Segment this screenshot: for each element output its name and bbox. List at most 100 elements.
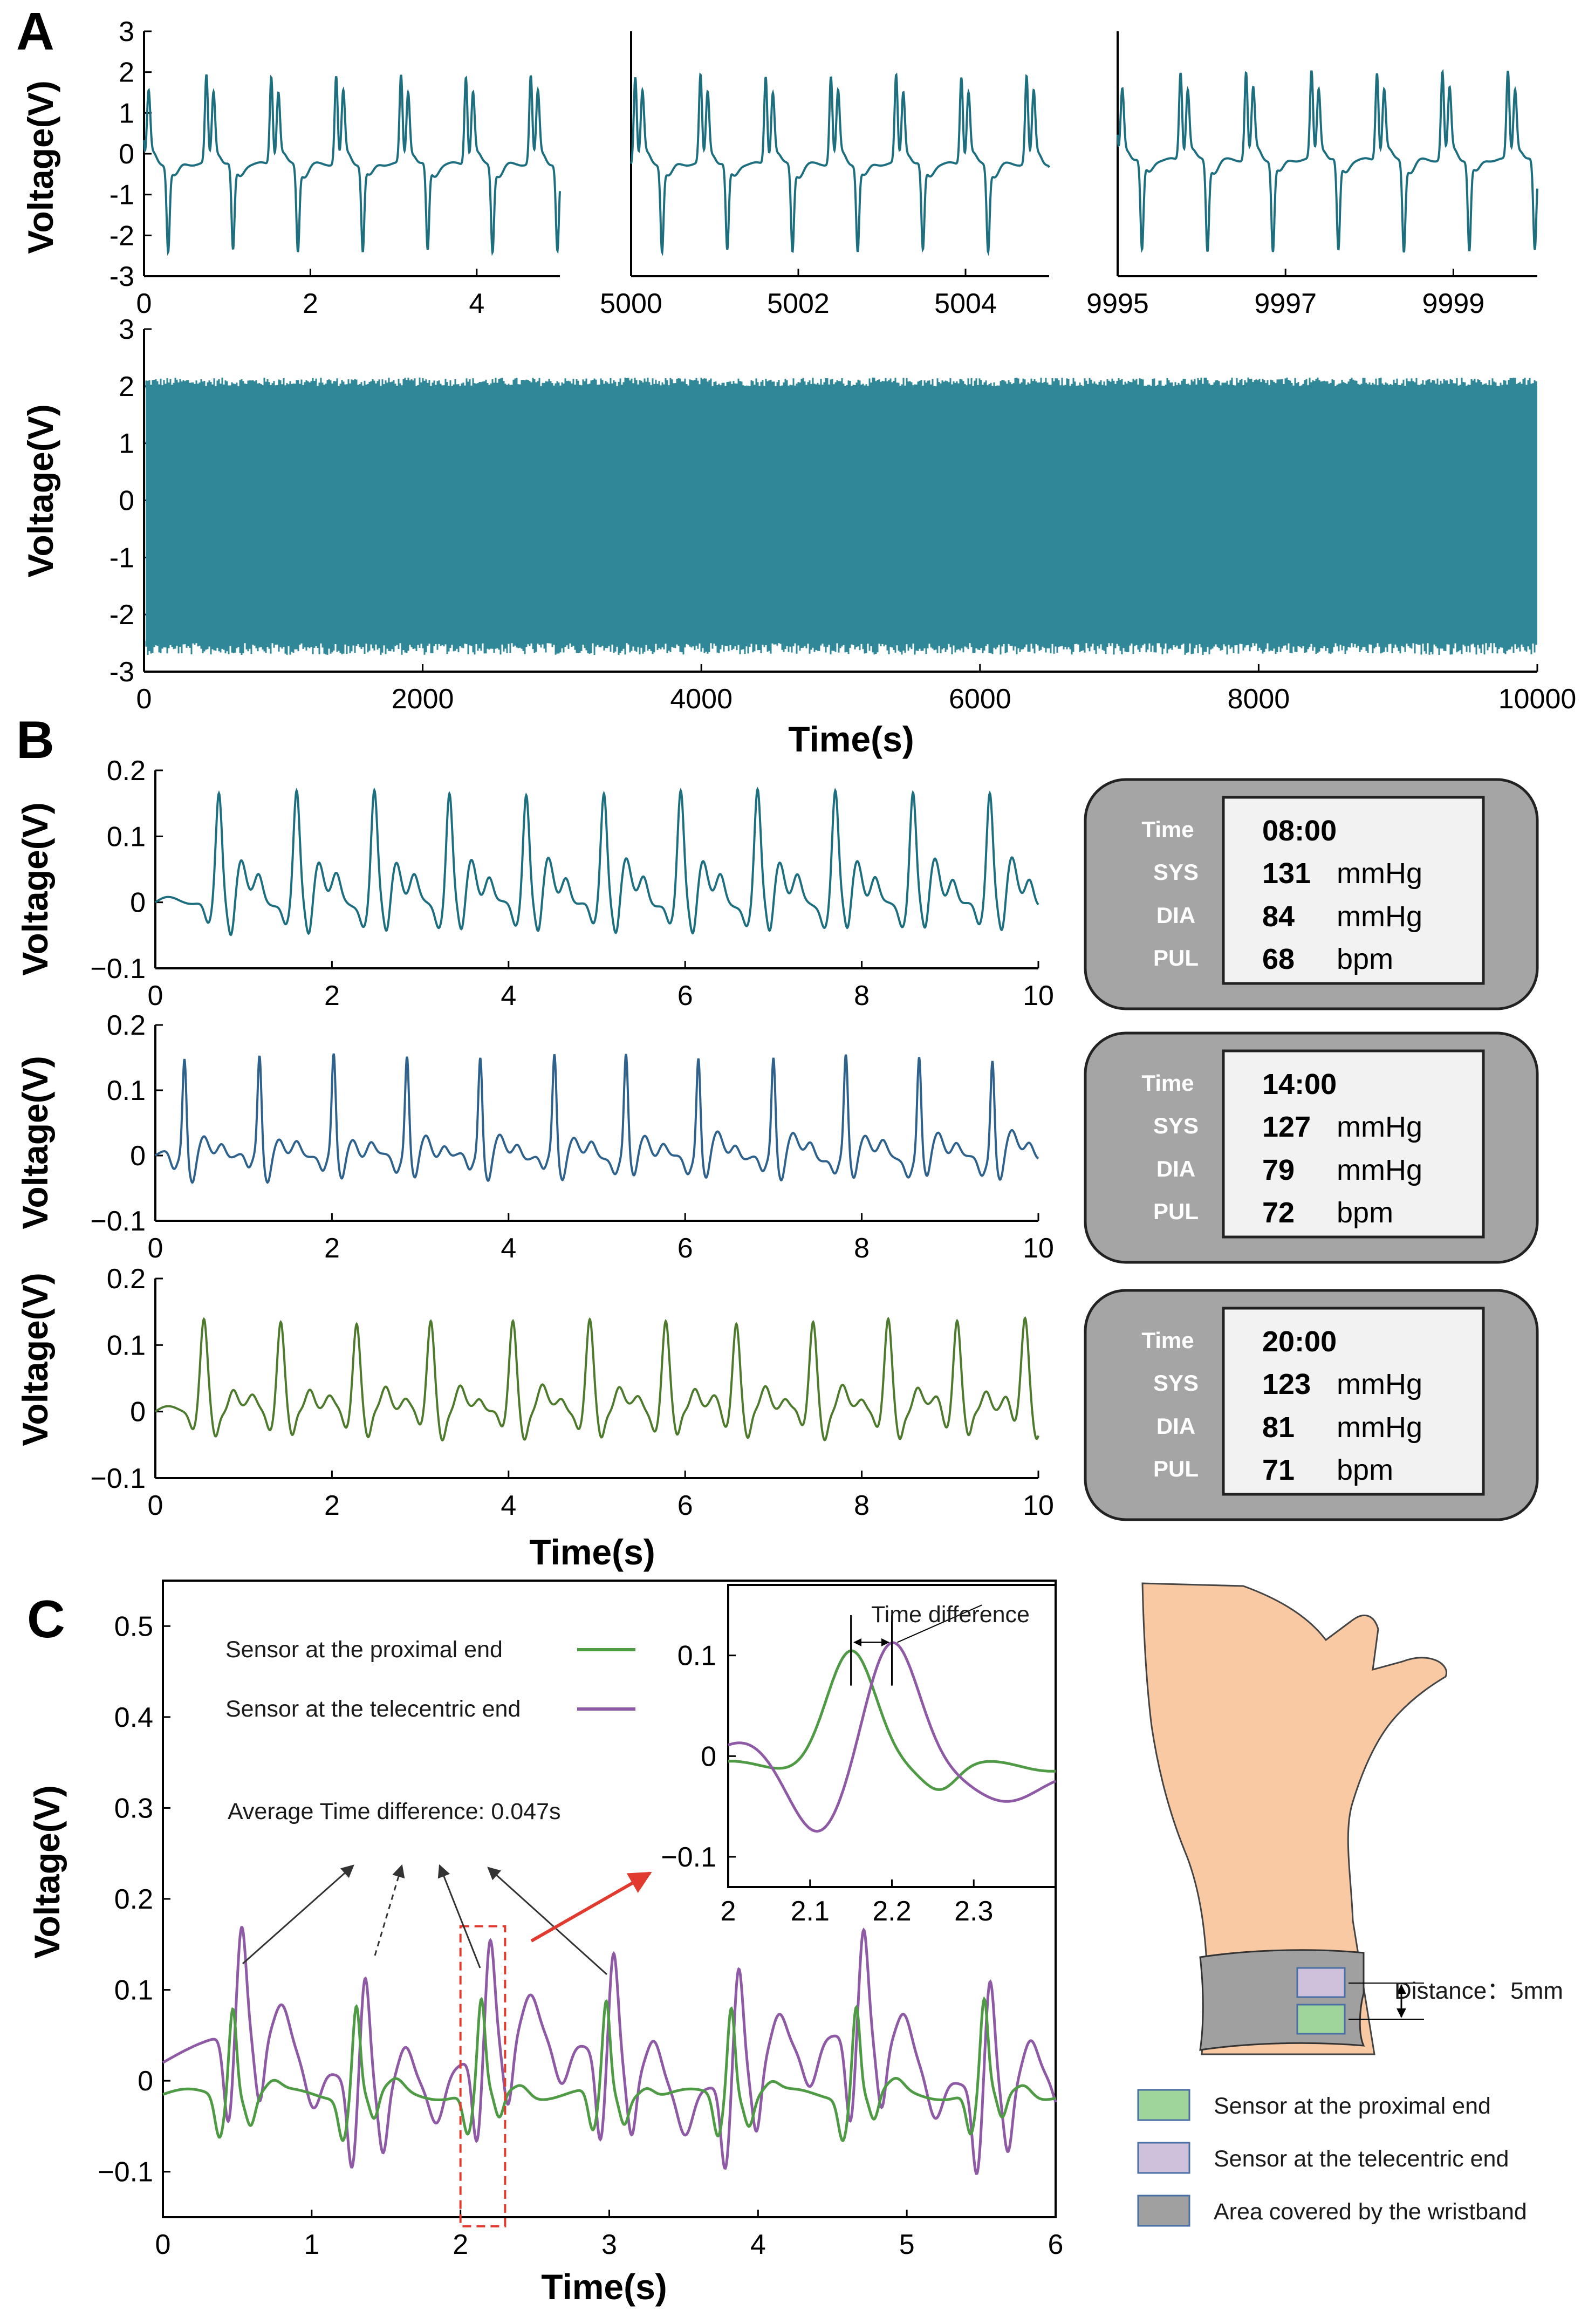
c-arrow-peak-4 <box>487 1867 608 1976</box>
c-arrow-peak-3 <box>437 1864 481 1968</box>
c-inset-xticks: 2 2.1 2.2 2.3 <box>721 1879 993 1927</box>
ytick-label: 0 <box>138 2066 153 2097</box>
readout-1400-dia-key: DIA <box>1156 1156 1195 1181</box>
telecentric-sensor-pad <box>1296 1967 1346 1998</box>
ytick-label: -2 <box>109 220 134 251</box>
readout-0800-pul-key: PUL <box>1153 945 1199 970</box>
ytick-label: −0.1 <box>661 1842 716 1873</box>
a-bottom-ylabel: Voltage(V) <box>20 404 60 577</box>
readout-0800-sys: 131 <box>1262 857 1311 890</box>
a-middle-xticks: 5000 5002 5004 <box>600 269 997 319</box>
readout-2000-time: 20:00 <box>1262 1325 1337 1358</box>
legend-swatch-wristband <box>1137 2195 1190 2227</box>
xtick-label: 2000 <box>392 683 454 715</box>
a-start-xticks: 0 2 4 <box>136 269 484 319</box>
readout-1400-pul-key: PUL <box>1153 1199 1199 1224</box>
a-full-envelope <box>146 386 1537 644</box>
xtick-label: 0 <box>148 1490 163 1521</box>
a-start-waveform <box>143 74 561 256</box>
ytick-label: −0.1 <box>98 2157 153 2188</box>
ytick-label: 0.4 <box>114 1702 153 1733</box>
readout-2000-pul: 71 <box>1262 1454 1295 1486</box>
ytick-label: 0.2 <box>107 1010 146 1041</box>
xtick-label: 2 <box>324 1233 340 1264</box>
readout-1400-time-key: Time <box>1141 1070 1194 1096</box>
ytick-label: 0 <box>701 1741 716 1772</box>
b-08-yticks: 0.2 0.1 0 −0.1 <box>90 755 163 985</box>
xtick-label: 4 <box>501 980 516 1011</box>
xtick-label: 5002 <box>767 288 830 319</box>
ytick-label: −0.1 <box>90 1463 146 1494</box>
xtick-label: 8 <box>854 980 870 1011</box>
xtick-label: 8 <box>854 1490 870 1521</box>
ytick-label: -3 <box>109 261 134 292</box>
c-proximal-waveform <box>162 1996 1056 2142</box>
readout-2000-dia-unit: mmHg <box>1337 1411 1422 1444</box>
c-inset-time-markers <box>850 1604 982 1686</box>
c-yticks: 0.5 0.4 0.3 0.2 0.1 0 −0.1 <box>98 1611 170 2188</box>
xtick-label: 0 <box>148 980 163 1011</box>
xtick-label: 10 <box>1023 1233 1054 1264</box>
c-telecentric-waveform <box>162 1926 1057 2175</box>
legend-swatch-telecentric <box>1137 2142 1190 2174</box>
xtick-label: 5004 <box>934 288 997 319</box>
ytick-label: -1 <box>109 542 134 573</box>
xtick-label: 2 <box>453 2229 468 2260</box>
readout-2000-sys: 123 <box>1262 1368 1311 1400</box>
xtick-label: 8000 <box>1228 683 1290 715</box>
ytick-label: 2 <box>119 371 134 402</box>
ytick-label: 0.2 <box>107 1263 146 1295</box>
xtick-label: 4 <box>750 2229 766 2260</box>
ytick-label: 0.1 <box>677 1641 716 1672</box>
xtick-label: 0 <box>136 288 152 319</box>
readout-0800-time-key: Time <box>1141 817 1194 842</box>
ytick-label: −0.1 <box>90 953 146 985</box>
chart-a-segment-middle: 5000 5002 5004 <box>600 31 1050 319</box>
chart-b-14: Voltage(V) 0.20.10−0.1 0 2 4 6 8 10 <box>15 1010 1054 1264</box>
xtick-label: 9999 <box>1422 288 1485 319</box>
b-20-yticks: 0.2 0.1 0 −0.1 <box>90 1263 163 1494</box>
ytick-label: 1 <box>119 428 134 460</box>
xtick-label: 2 <box>324 1490 340 1521</box>
readout-device-0800: Time SYS DIA PUL 08:00 131 mmHg 84 mmHg … <box>1084 778 1539 1010</box>
wrist-diagram: Distance：5mm Sensor at the proximal end … <box>1137 1582 1563 2227</box>
ytick-label: 3 <box>119 314 134 345</box>
xtick-label: 2 <box>721 1896 736 1927</box>
xtick-label: 2 <box>324 980 340 1011</box>
c-arrow-peak-1 <box>242 1864 354 1965</box>
xtick-label: 2 <box>303 288 318 319</box>
ytick-label: 0 <box>130 887 146 919</box>
ytick-label: 0.1 <box>114 1975 153 2006</box>
ytick-label: -3 <box>109 657 134 688</box>
readout-1400-dia: 79 <box>1262 1154 1295 1186</box>
ytick-label: 3 <box>119 16 134 47</box>
xtick-label: 3 <box>601 2229 617 2260</box>
readout-2000-pul-key: PUL <box>1153 1456 1199 1481</box>
xtick-label: 4 <box>501 1233 516 1264</box>
xtick-label: 9995 <box>1086 288 1149 319</box>
c-average-time-difference: Average Time difference: 0.047s <box>228 1799 561 1824</box>
xtick-label: 9997 <box>1254 288 1317 319</box>
readout-device-1400: Time SYS DIA PUL 14:00 127 mmHg 79 mmHg … <box>1084 1031 1539 1264</box>
chart-b-08: Voltage(V) 0.20.10−0.1 0 2 4 6 8 10 <box>15 755 1054 1011</box>
b-20-ylabel: Voltage(V) <box>15 1273 55 1446</box>
xtick-label: 1 <box>304 2229 319 2260</box>
readout-0800-time: 08:00 <box>1262 815 1337 847</box>
b-20-waveform <box>154 1316 1039 1442</box>
ytick-label: 0 <box>119 139 134 170</box>
readout-0800-dia: 84 <box>1262 900 1295 933</box>
legend-label-telecentric: Sensor at the telecentric end <box>1214 2146 1509 2172</box>
b-08-ylabel: Voltage(V) <box>15 802 55 975</box>
legend-swatch-proximal <box>1137 2089 1190 2121</box>
a-full-yticks: 3 2 1 0 -1 -2 -3 <box>109 314 152 688</box>
b-08-xticks: 0 2 4 6 8 10 <box>148 961 1054 1011</box>
b-14-xticks: 0 2 4 6 8 10 <box>148 1213 1054 1264</box>
xtick-label: 6 <box>677 980 693 1011</box>
b-14-yticks: 0.2 0.1 0 −0.1 <box>90 1010 163 1237</box>
a-top-ylabel: Voltage(V) <box>20 80 60 254</box>
c-highlight-window <box>459 1925 506 2227</box>
a-end-waveform <box>1117 69 1538 254</box>
readout-1400-pul: 72 <box>1262 1197 1295 1229</box>
xtick-label: 4 <box>501 1490 516 1521</box>
